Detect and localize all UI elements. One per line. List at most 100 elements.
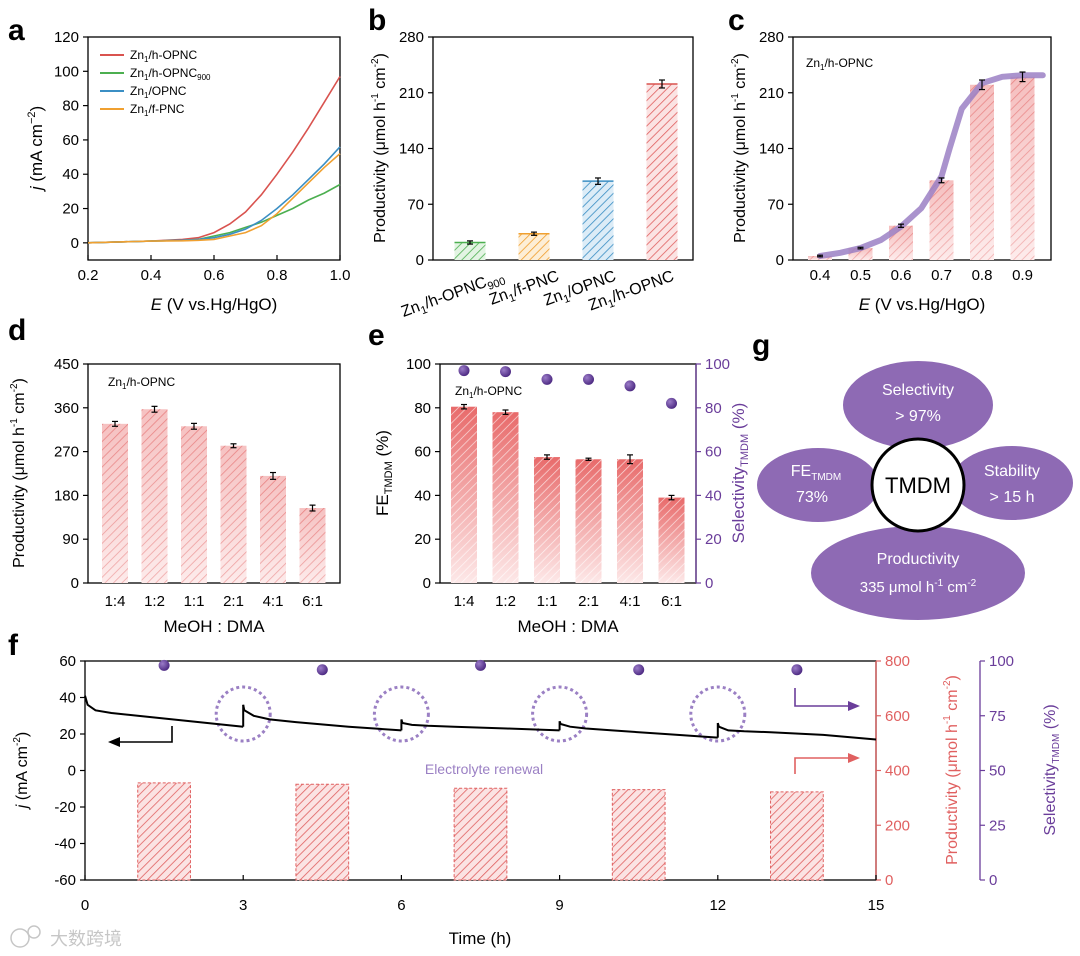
current-trace bbox=[84, 695, 244, 728]
y-tick-label: 210 bbox=[399, 85, 424, 102]
panel-e-x-axis-label: MeOH : DMA bbox=[517, 617, 619, 636]
y-tick-label: -40 bbox=[54, 836, 76, 853]
legend-label-zn1-h-opnc: Zn1/h-OPNC bbox=[130, 48, 197, 64]
y-tick-label: 40 bbox=[62, 166, 79, 183]
x-tick-label: 0.6 bbox=[891, 267, 912, 284]
y-tick-label: -20 bbox=[54, 799, 76, 816]
panel-letter-b: b bbox=[368, 4, 386, 37]
selectivity-point bbox=[633, 664, 645, 676]
g-left-line2: 73% bbox=[796, 489, 828, 506]
renewal-circle bbox=[372, 685, 430, 743]
watermark-text: 大数跨境 bbox=[50, 929, 122, 949]
current-trace bbox=[242, 704, 402, 732]
bar-hatch bbox=[658, 497, 685, 583]
x-tick-label: 6:1 bbox=[661, 593, 682, 610]
bar-hatch bbox=[451, 406, 477, 583]
y-tick-label: 40 bbox=[59, 690, 76, 707]
y-tick-label: 0 bbox=[989, 872, 997, 889]
x-tick-label: 9 bbox=[555, 897, 563, 914]
g-left-line1: FETMDM bbox=[791, 463, 841, 483]
panel-d-annotation: Zn1/h-OPNC bbox=[108, 375, 175, 391]
y-tick-label: 800 bbox=[885, 653, 910, 670]
panel-f-y2-axis-label: Productivity (μmol h-1 cm-2) bbox=[942, 675, 961, 865]
g-center-label: TMDM bbox=[885, 473, 951, 498]
electrolyte-renewal-label: Electrolyte renewal bbox=[425, 761, 543, 777]
y-tick-label: 75 bbox=[989, 708, 1006, 725]
panel-letter-f: f bbox=[8, 629, 19, 662]
productivity-axis-arrowhead bbox=[848, 753, 860, 763]
x-tick-label: 6:1 bbox=[302, 593, 323, 610]
bar-hatch bbox=[575, 459, 602, 583]
current-axis-arrow bbox=[115, 726, 173, 743]
panel-a-line-chart: 0 20 40 60 80 100 120 0.2 0.4 0.6 0.8 1.0 Zn1/h-OPN… bbox=[26, 29, 350, 314]
x-tick-label: 2:1 bbox=[223, 593, 244, 610]
y-tick-label: 270 bbox=[54, 444, 79, 461]
bar-hatch bbox=[492, 412, 519, 583]
y-tick-label: 40 bbox=[705, 487, 722, 504]
x-tick-label: 15 bbox=[868, 897, 885, 914]
panel-letter-e: e bbox=[368, 319, 385, 352]
x-tick-label: 0.4 bbox=[141, 267, 162, 284]
y-tick-label: 50 bbox=[989, 763, 1006, 780]
bar-hatch bbox=[617, 459, 643, 583]
panel-a-legend: Zn1/h-OPNC Zn1/h-OPNC900 Zn1/OPNC Zn1/f-… bbox=[100, 48, 211, 118]
x-tick-label: 0.4 bbox=[810, 267, 831, 284]
panel-a-frame bbox=[87, 36, 341, 261]
y-tick-label: 0 bbox=[885, 872, 893, 889]
y-tick-label: 100 bbox=[406, 356, 431, 373]
y-tick-label: 450 bbox=[54, 356, 79, 373]
bar bbox=[646, 83, 678, 260]
y-tick-label: 60 bbox=[414, 444, 431, 461]
y-tick-label: 280 bbox=[399, 29, 424, 46]
y-tick-label: 80 bbox=[62, 98, 79, 115]
panel-e-bar-chart: 0 20 40 60 80 100 0 20 40 60 80 100 1:4 1:2 1:1 2:1 4:1 6… bbox=[373, 356, 751, 636]
y-tick-label: 0 bbox=[68, 763, 76, 780]
panel-f-x-axis-label: Time (h) bbox=[449, 929, 512, 948]
y-tick-label: 200 bbox=[885, 817, 910, 834]
bar-shade bbox=[260, 475, 286, 583]
bar-shade bbox=[220, 445, 247, 583]
panel-f-y-axis-label: j (mA cm-2) bbox=[12, 732, 31, 810]
y-tick-label: 60 bbox=[705, 444, 722, 461]
panel-c-bar-chart: 0 70 140 210 280 0.4 0.5 0.6 0.7 0.8 0.9 Zn1/h-OPN… bbox=[730, 29, 1052, 314]
selectivity-point bbox=[475, 659, 486, 671]
selectivity-point bbox=[624, 380, 636, 392]
selectivity-axis-arrowhead bbox=[848, 701, 860, 711]
panel-f-y3-axis-label: SelectivityTMDM (%) bbox=[1042, 704, 1062, 835]
bar-shade bbox=[141, 409, 168, 583]
bar-shade bbox=[1010, 76, 1035, 260]
panel-d-x-axis-label: MeOH : DMA bbox=[163, 617, 265, 636]
selectivity-point bbox=[500, 366, 511, 378]
x-tick-label: 1:4 bbox=[105, 593, 126, 610]
x-tick-label: 3 bbox=[239, 897, 247, 914]
bar-hatch bbox=[534, 457, 560, 583]
watermark: 大数跨境 bbox=[10, 925, 122, 949]
current-trace bbox=[400, 719, 560, 732]
petal-selectivity bbox=[841, 359, 995, 451]
x-tick-label: 0.7 bbox=[931, 267, 952, 284]
x-tick-label: 0.8 bbox=[972, 267, 993, 284]
g-bottom-line1: Productivity bbox=[877, 551, 960, 568]
renewal-circle bbox=[689, 685, 747, 743]
x-tick-label: 0.8 bbox=[267, 267, 288, 284]
y-tick-label: 90 bbox=[62, 531, 79, 548]
g-bottom-line2: 335 μmol h-1 cm-2 bbox=[860, 578, 977, 596]
bar-shade bbox=[181, 426, 207, 583]
x-tick-label: 6 bbox=[397, 897, 405, 914]
x-tick-label: 0.9 bbox=[1012, 267, 1033, 284]
center-circle bbox=[870, 437, 966, 533]
selectivity-point bbox=[541, 373, 553, 385]
y-tick-label: 20 bbox=[705, 531, 722, 548]
y-tick-label: 0 bbox=[416, 252, 424, 269]
selectivity-point bbox=[158, 659, 170, 671]
selectivity-point bbox=[458, 365, 470, 377]
y-tick-label: 140 bbox=[399, 141, 424, 158]
panel-a-y-axis-label: j (mA cm−2) bbox=[26, 106, 46, 192]
series-line bbox=[87, 152, 341, 244]
x-tick-label: 2:1 bbox=[578, 593, 599, 610]
selectivity-axis-arrow bbox=[794, 688, 852, 707]
x-tick-label: 1:2 bbox=[495, 593, 516, 610]
y-tick-label: 80 bbox=[705, 400, 722, 417]
